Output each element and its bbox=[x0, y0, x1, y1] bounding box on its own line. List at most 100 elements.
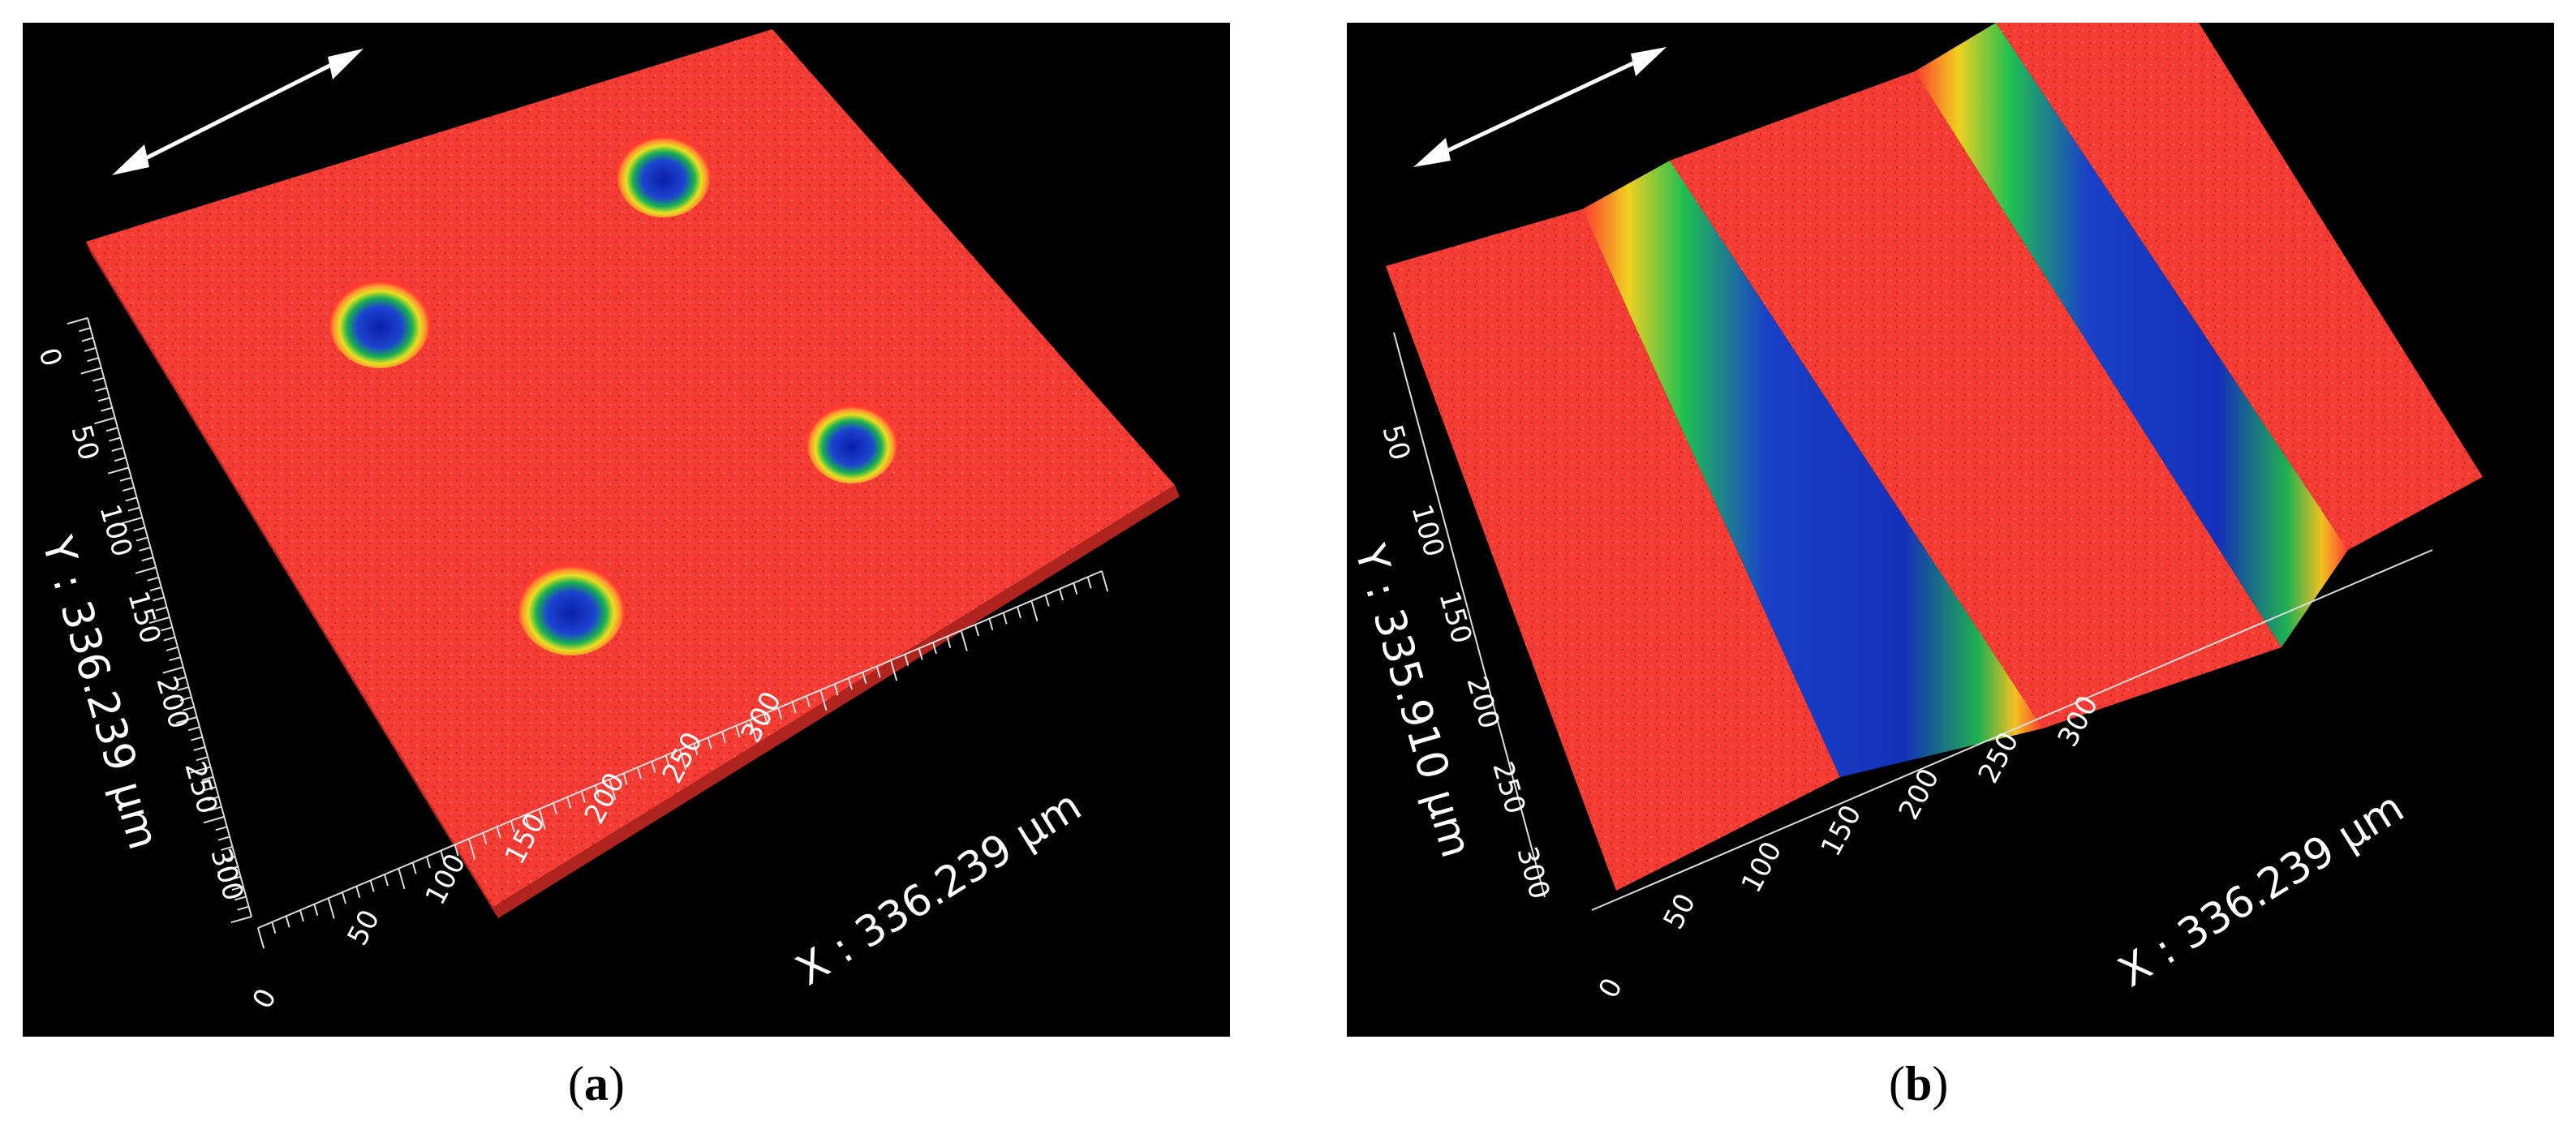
pit-4 bbox=[518, 561, 625, 655]
ruler-tick bbox=[875, 666, 881, 678]
ruler-tick bbox=[553, 802, 557, 815]
ruler-tick bbox=[231, 886, 244, 891]
direction-arrow bbox=[112, 49, 363, 175]
b-ytick-200: 200 bbox=[1460, 672, 1505, 732]
ruler-tick bbox=[285, 916, 290, 928]
ruler-tick bbox=[94, 417, 115, 425]
pit-1 bbox=[617, 133, 711, 217]
ruler-tick bbox=[97, 397, 110, 402]
ruler-tick bbox=[105, 427, 118, 432]
a-ytick-200: 200 bbox=[149, 672, 195, 732]
ruler-tick bbox=[398, 868, 406, 890]
ruler-tick bbox=[114, 457, 127, 462]
ruler-tick bbox=[215, 826, 227, 831]
groove-1 bbox=[1582, 161, 2043, 777]
ruler-tick bbox=[946, 636, 952, 648]
ruler-tick bbox=[932, 642, 937, 655]
b-ytick-300: 300 bbox=[1510, 843, 1555, 902]
ruler-tick bbox=[119, 476, 132, 482]
a-ytick-300: 300 bbox=[204, 844, 249, 904]
ruler-tick bbox=[622, 773, 628, 785]
a-xtick-0: 0 bbox=[247, 983, 283, 1014]
ruler-tick bbox=[127, 506, 140, 512]
ruler-tick bbox=[237, 905, 249, 911]
ruler-tick bbox=[454, 844, 459, 857]
b-ytick-150: 150 bbox=[1432, 587, 1477, 646]
ruler-tick bbox=[763, 713, 768, 726]
ruler-tick bbox=[890, 659, 898, 681]
caption-b: (b) bbox=[1889, 1057, 1949, 1110]
ruler-tick bbox=[109, 436, 121, 442]
ruler-tick bbox=[229, 875, 241, 881]
ruler-tick bbox=[190, 766, 211, 774]
ruler-tick bbox=[135, 566, 157, 574]
ruler-tick bbox=[595, 784, 600, 797]
ruler-tick bbox=[342, 891, 346, 904]
ruler-tick bbox=[679, 749, 687, 771]
ruler-tick bbox=[580, 791, 586, 803]
ruler-tick bbox=[693, 743, 699, 755]
ruler-tick bbox=[191, 736, 203, 741]
direction-arrow bbox=[1413, 47, 1666, 167]
b-ytick-100: 100 bbox=[1404, 500, 1450, 560]
ruler-tick bbox=[468, 838, 476, 860]
ruler-tick bbox=[177, 686, 189, 692]
ruler-tick bbox=[988, 618, 994, 630]
ruler-tick bbox=[108, 466, 129, 475]
ruler-tick bbox=[918, 648, 923, 660]
ridge-3 bbox=[1996, 23, 2483, 550]
ruler-tick bbox=[637, 767, 642, 780]
ruler-tick bbox=[81, 337, 94, 342]
ruler-tick bbox=[133, 526, 145, 532]
ruler-tick bbox=[101, 406, 113, 412]
panel-b-surface-render: 50 100 150 200 250 300 Y : 335.910 µm 0 … bbox=[1347, 23, 2483, 1003]
a-x-axis-label: X : 336.239 µm bbox=[788, 781, 1090, 995]
ruler-tick bbox=[139, 546, 151, 552]
ruler-tick bbox=[426, 856, 431, 869]
ruler-tick bbox=[122, 487, 135, 492]
ruler-tick bbox=[524, 814, 530, 827]
ruler-tick bbox=[707, 737, 712, 750]
ruler-tick bbox=[217, 835, 230, 841]
ruler-tick bbox=[111, 446, 124, 452]
ruler-tick bbox=[201, 775, 214, 781]
ruler-tick bbox=[538, 809, 546, 830]
b-xtick-50: 50 bbox=[1658, 888, 1703, 934]
ruler-tick bbox=[791, 702, 797, 714]
ruler-tick bbox=[166, 646, 178, 651]
ruler-tick bbox=[651, 761, 656, 773]
ruler-tick bbox=[1030, 600, 1039, 622]
b-xtick-0: 0 bbox=[1593, 973, 1629, 1003]
ruler-tick bbox=[355, 886, 361, 898]
ruler-tick bbox=[862, 672, 867, 684]
ruler-tick bbox=[84, 346, 97, 352]
ruler-tick bbox=[148, 616, 170, 625]
ruler-tick bbox=[848, 677, 853, 690]
ruler-tick bbox=[193, 745, 206, 751]
b-ytick-50: 50 bbox=[1375, 421, 1416, 464]
panel-a-surface-render: 0 50 100 150 200 250 300 Y : 336.239 µm … bbox=[32, 29, 1180, 1014]
ruler-tick bbox=[207, 796, 219, 801]
ruler-tick bbox=[174, 676, 187, 681]
ruler-tick bbox=[87, 357, 99, 363]
ruler-tick bbox=[833, 684, 839, 696]
ruler-tick bbox=[257, 927, 265, 949]
ruler-tick bbox=[95, 387, 107, 393]
ruler-tick bbox=[196, 756, 209, 762]
ruler-tick bbox=[163, 636, 176, 642]
groove-2 bbox=[1915, 23, 2348, 647]
ruler-tick bbox=[749, 719, 757, 741]
b-xtick-150: 150 bbox=[1815, 800, 1869, 861]
ruler-tick bbox=[147, 576, 159, 582]
ruler-tick bbox=[384, 874, 389, 887]
y-axis-ruler bbox=[1393, 332, 1546, 898]
b-y-axis-label: Y : 335.910 µm bbox=[1347, 539, 1481, 863]
ruler-tick bbox=[234, 896, 247, 901]
ruler-tick bbox=[369, 880, 375, 892]
ruler-tick bbox=[974, 624, 979, 637]
surface-plane bbox=[86, 29, 1175, 907]
a-ytick-0: 0 bbox=[32, 344, 67, 370]
ruler-tick bbox=[819, 689, 828, 711]
ruler-tick bbox=[482, 832, 488, 844]
panel-b-image: 50 100 150 200 250 300 Y : 335.910 µm 0 … bbox=[1347, 23, 2554, 1037]
